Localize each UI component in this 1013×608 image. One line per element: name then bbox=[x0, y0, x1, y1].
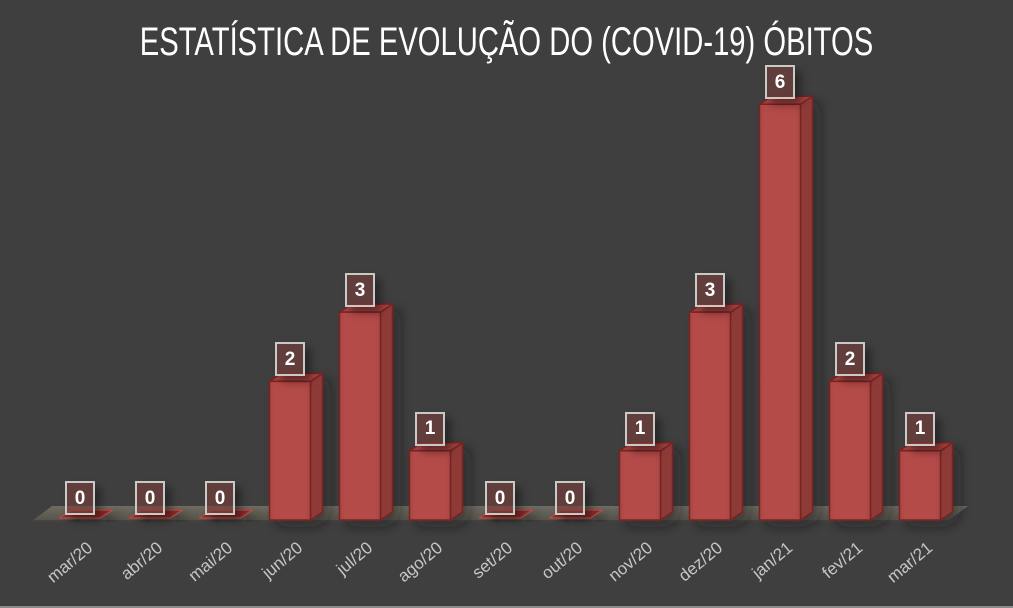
data-label-fev-21: 2 bbox=[835, 342, 865, 377]
data-label-nov-20: 1 bbox=[625, 411, 655, 446]
data-label-jul-20: 3 bbox=[345, 273, 375, 308]
data-label-out-20: 0 bbox=[555, 481, 585, 515]
bar-ago-20 bbox=[408, 441, 464, 521]
data-label-mar-21: 1 bbox=[905, 411, 935, 446]
bar-nov-20 bbox=[618, 441, 674, 521]
bar-jan-21 bbox=[758, 95, 814, 521]
bars-group bbox=[58, 95, 954, 521]
data-label-jun-20: 2 bbox=[275, 342, 305, 377]
data-label-ago-20: 1 bbox=[415, 411, 445, 446]
chart-title: ESTATÍSTICA DE EVOLUÇÃO DO (COVID-19) ÓB… bbox=[139, 20, 874, 64]
data-label-set-20: 0 bbox=[485, 481, 515, 515]
data-label-mar-20: 0 bbox=[65, 481, 95, 515]
bar-mar-21 bbox=[898, 441, 954, 521]
bar-fev-21 bbox=[828, 372, 884, 521]
data-label-jan-21: 6 bbox=[765, 65, 795, 100]
data-label-abr-20: 0 bbox=[135, 481, 165, 515]
bottom-edge-strip bbox=[0, 606, 1013, 608]
data-label-dez-20: 3 bbox=[695, 273, 725, 308]
bar-jul-20 bbox=[338, 303, 394, 521]
bar-dez-20 bbox=[688, 303, 744, 521]
data-label-mai-20: 0 bbox=[205, 481, 235, 515]
bar-jun-20 bbox=[268, 372, 324, 521]
